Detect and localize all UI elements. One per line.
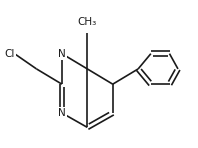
- Text: CH₃: CH₃: [78, 17, 97, 26]
- Text: N: N: [58, 49, 66, 59]
- Text: N: N: [58, 108, 66, 118]
- Text: Cl: Cl: [4, 49, 14, 59]
